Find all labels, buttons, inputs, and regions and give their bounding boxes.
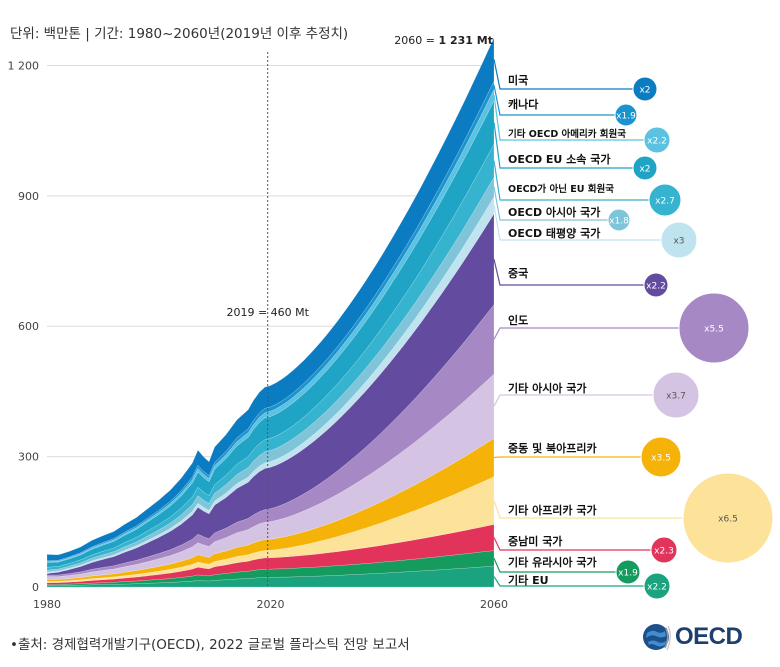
multiplier-label: x2.2 (647, 137, 667, 147)
multiplier-bubble (682, 472, 774, 564)
leader-line (493, 258, 644, 286)
multiplier-bubble (648, 183, 682, 217)
leader-line (493, 122, 633, 169)
multiplier-label: x3.7 (666, 392, 686, 402)
x-tick-label: 2020 (257, 598, 285, 611)
series-label: 중남미 국가 (508, 534, 562, 548)
multiplier-bubble (640, 436, 682, 478)
oecd-logo: OECD (641, 619, 771, 655)
annotation-2060: 2060 = 1 231 Mt (394, 34, 493, 47)
y-tick-label: 600 (18, 320, 39, 333)
series-label: 기타 EU (508, 573, 549, 587)
x-tick-label: 1980 (33, 598, 61, 611)
multiplier-bubble (615, 559, 641, 585)
multiplier-label: x2 (639, 86, 650, 96)
series-label: 캐나다 (508, 97, 539, 111)
multiplier-bubble (643, 272, 669, 298)
logo-text: OECD (675, 623, 743, 650)
series-label: OECD EU 소속 국가 (508, 152, 610, 166)
multiplier-label: x5.5 (704, 325, 724, 335)
multiplier-bubble (650, 536, 678, 564)
multiplier-bubble (614, 103, 638, 127)
multiplier-label: x2.7 (655, 197, 675, 207)
multiplier-bubble (607, 208, 631, 232)
x-tick-label: 2060 (480, 598, 508, 611)
leader-line (493, 456, 641, 459)
multiplier-label: x2 (639, 165, 650, 175)
leader-line (493, 160, 649, 201)
multiplier-label: x2.3 (654, 547, 674, 557)
multiplier-label: x1.9 (618, 569, 638, 579)
annotation-2019: 2019 = 460 Mt (226, 306, 309, 319)
y-tick-label: 0 (32, 581, 39, 594)
leader-line (493, 500, 683, 519)
multiplier-bubble (678, 292, 750, 364)
multiplier-bubble (652, 371, 700, 419)
globe-icon (643, 624, 671, 651)
leader-line (493, 576, 644, 587)
multiplier-bubble (632, 76, 658, 102)
series-label: 기타 유라시아 국가 (508, 555, 597, 569)
leader-line (493, 186, 608, 221)
series-label: 중동 및 북아프리카 (508, 441, 597, 455)
series-label: OECD가 아닌 EU 회원국 (508, 183, 614, 195)
series-label: 기타 아프리카 국가 (508, 503, 597, 517)
series-label: 기타 OECD 아메리카 회원국 (508, 128, 626, 140)
multiplier-label: x2.2 (646, 282, 666, 292)
leader-line (493, 327, 679, 340)
y-tick-label: 300 (18, 451, 39, 464)
leader-line (493, 94, 644, 141)
series-label: OECD 태평양 국가 (508, 226, 600, 240)
leader-line (493, 537, 651, 551)
units-note: 단위: 백만톤 | 기간: 1980~2060년(2019년 이후 추정치) (10, 26, 349, 42)
series-label: 미국 (508, 73, 528, 87)
leader-line (493, 85, 615, 116)
multiplier-label: x3.5 (651, 454, 671, 464)
multiplier-bubble (643, 572, 671, 600)
leader-line (493, 394, 653, 407)
multiplier-label: x6.5 (718, 515, 738, 525)
multiplier-label: x1.9 (616, 112, 636, 122)
multiplier-label: x2.2 (647, 583, 667, 593)
series-label: OECD 아시아 국가 (508, 205, 600, 219)
y-tick-label: 900 (18, 190, 39, 203)
y-tick-label: 1 200 (8, 59, 40, 72)
multiplier-label: x3 (673, 237, 684, 247)
area-series (46, 37, 495, 561)
leader-line (493, 558, 616, 573)
multiplier-label: x1.8 (609, 217, 629, 227)
multiplier-bubble (660, 221, 698, 259)
multiplier-bubble (643, 126, 671, 154)
series-label: 중국 (508, 267, 528, 280)
multiplier-bubble (632, 155, 658, 181)
series-label: 인도 (508, 313, 528, 327)
series-label: 기타 아시아 국가 (508, 381, 587, 395)
leader-line (493, 59, 633, 90)
source-note: •출처: 경제협력개발기구(OECD), 2022 글로벌 플라스틱 전망 보고… (10, 637, 410, 653)
leader-line (493, 205, 661, 241)
